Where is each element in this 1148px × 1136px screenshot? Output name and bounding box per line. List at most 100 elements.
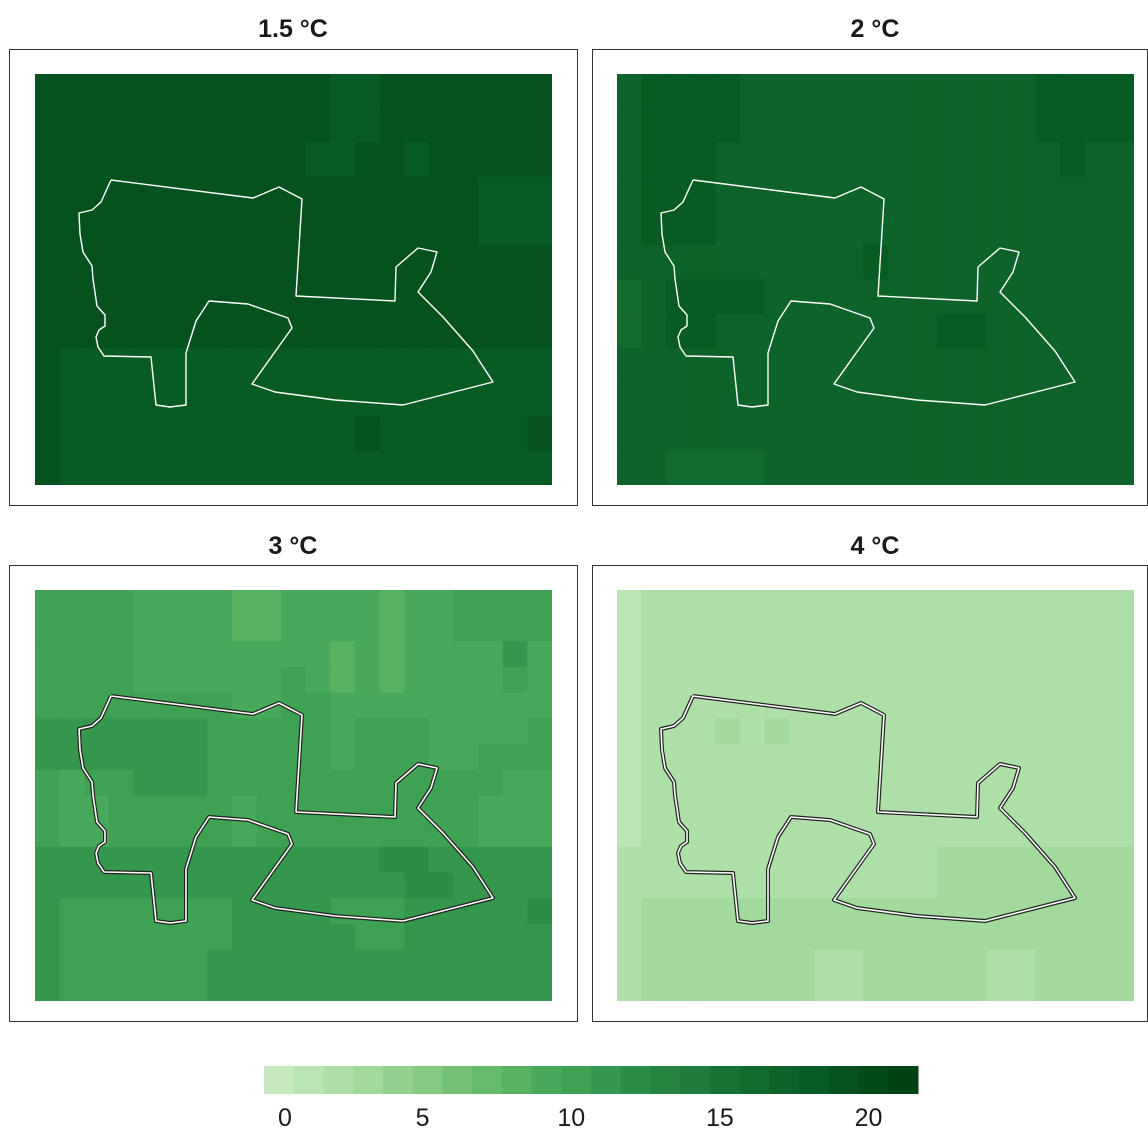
heatmap-cell: [740, 872, 766, 899]
heatmap-cell: [740, 382, 766, 418]
heatmap-cell: [330, 590, 356, 617]
heatmap-cell: [789, 821, 815, 848]
heatmap-cell: [937, 245, 963, 281]
heatmap-cell: [912, 211, 938, 246]
heatmap-cell: [789, 313, 815, 349]
heatmap-cell: [35, 74, 61, 109]
heatmap-cell: [182, 348, 208, 383]
heatmap-cell: [838, 667, 864, 694]
heatmap-cell: [690, 872, 717, 899]
heatmap-cell: [108, 108, 135, 144]
heatmap-cell: [478, 416, 504, 452]
heatmap-cell: [813, 279, 840, 315]
heatmap-cell: [863, 245, 889, 281]
heatmap-cell: [617, 872, 643, 899]
heatmap-cell: [158, 279, 184, 315]
heatmap-cell: [158, 108, 184, 144]
heatmap-cell: [478, 975, 504, 1001]
heatmap-cell: [887, 313, 914, 349]
heatmap-cell: [453, 279, 479, 315]
heatmap-cell: [305, 176, 332, 212]
heatmap-cell: [789, 74, 815, 109]
heatmap-cell: [527, 949, 552, 976]
heatmap-cell: [59, 949, 85, 976]
heatmap-cell: [133, 211, 159, 246]
colorbar-swatch: [264, 1066, 295, 1094]
heatmap-cell: [1109, 450, 1134, 485]
heatmap-cell: [740, 348, 766, 383]
heatmap-cell: [182, 450, 208, 485]
heatmap-cell: [641, 975, 667, 1001]
heatmap-cell: [478, 74, 504, 109]
heatmap-cell: [863, 313, 889, 349]
heatmap-cell: [1109, 898, 1134, 925]
heatmap-cell: [838, 718, 864, 745]
heatmap-cell: [666, 416, 692, 452]
heatmap-cell: [379, 382, 405, 418]
heatmap-cell: [231, 279, 258, 315]
heatmap-cell: [887, 641, 914, 668]
heatmap-cell: [305, 846, 332, 874]
heatmap-cell: [478, 718, 504, 745]
heatmap-cell: [182, 923, 208, 951]
heatmap-cell: [355, 74, 381, 109]
heatmap-cell: [617, 176, 643, 212]
heatmap-cell: [641, 416, 667, 452]
heatmap-cell: [764, 975, 790, 1001]
heatmap-cell: [207, 416, 233, 452]
heatmap-cell: [863, 382, 889, 418]
heatmap-cell: [1035, 975, 1061, 1001]
colorbar-swatch: [888, 1066, 919, 1094]
heatmap-cell: [35, 450, 61, 485]
heatmap-cell: [84, 450, 110, 485]
heatmap-cell: [527, 279, 552, 315]
heatmap-cell: [305, 348, 332, 383]
heatmap-cell: [789, 416, 815, 452]
heatmap-cell: [789, 923, 815, 951]
heatmap-cell: [887, 176, 914, 212]
heatmap-cell: [133, 718, 159, 745]
heatmap-cell: [690, 846, 717, 874]
heatmap-cell: [256, 641, 282, 668]
heatmap-cell: [1035, 744, 1061, 771]
heatmap-cell: [863, 211, 889, 246]
heatmap-cell: [1010, 846, 1037, 874]
heatmap-cell: [355, 821, 381, 848]
heatmap-cell: [961, 348, 987, 383]
heatmap-cell: [937, 872, 963, 899]
heatmap-cell: [764, 450, 790, 485]
heatmap-cell: [887, 245, 914, 281]
heatmap-cell: [863, 142, 889, 178]
heatmap-cell: [59, 975, 85, 1001]
heatmap-cell: [617, 279, 643, 315]
heatmap-cell: [1109, 667, 1134, 694]
heatmap-cell: [207, 692, 233, 720]
heatmap-cell: [887, 769, 914, 797]
heatmap-cell: [666, 211, 692, 246]
heatmap-cell: [158, 744, 184, 771]
heatmap-cell: [305, 245, 332, 281]
heatmap-cell: [1109, 176, 1134, 212]
heatmap-cell: [715, 142, 741, 178]
heatmap-cell: [912, 142, 938, 178]
heatmap-cell: [158, 211, 184, 246]
heatmap-cell: [961, 769, 987, 797]
heatmap-cell: [35, 769, 61, 797]
heatmap-cell: [35, 279, 61, 315]
heatmap-cell: [59, 667, 85, 694]
heatmap-cell: [355, 949, 381, 976]
heatmap-cell: [937, 821, 963, 848]
heatmap-cell: [617, 744, 643, 771]
heatmap-cell: [789, 846, 815, 874]
heatmap-cell: [863, 744, 889, 771]
heatmap-cell: [59, 142, 85, 178]
heatmap-cell: [863, 74, 889, 109]
heatmap-cell: [478, 279, 504, 315]
heatmap-cell: [35, 923, 61, 951]
heatmap-cell: [207, 279, 233, 315]
heatmap-cell: [666, 667, 692, 694]
heatmap-cell: [231, 74, 258, 109]
heatmap-cell: [961, 313, 987, 349]
heatmap-cell: [937, 718, 963, 745]
heatmap-cell: [379, 821, 405, 848]
